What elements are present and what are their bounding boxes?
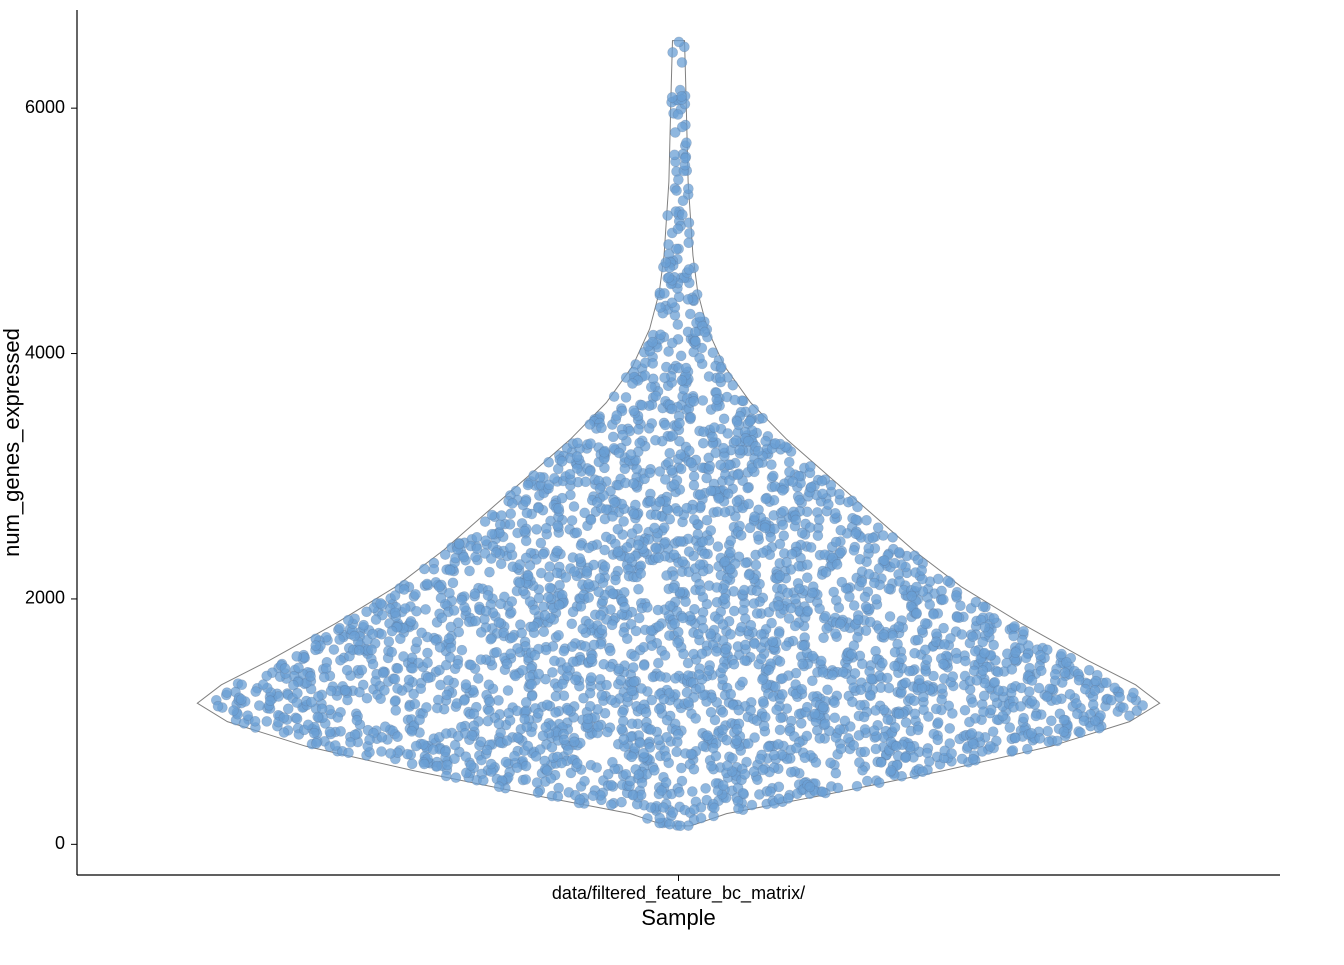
x-axis-title: Sample <box>641 905 716 930</box>
y-axis-title: num_genes_expressed <box>0 328 24 557</box>
y-tick-label: 2000 <box>25 588 65 608</box>
x-tick-label: data/filtered_feature_bc_matrix/ <box>552 883 805 904</box>
y-tick-label: 4000 <box>25 342 65 362</box>
y-tick-label: 0 <box>55 833 65 853</box>
violin-plot: 0 2000 4000 6000 data/filtered_feature_bc_ma… <box>0 0 1344 960</box>
y-tick-label: 6000 <box>25 97 65 117</box>
